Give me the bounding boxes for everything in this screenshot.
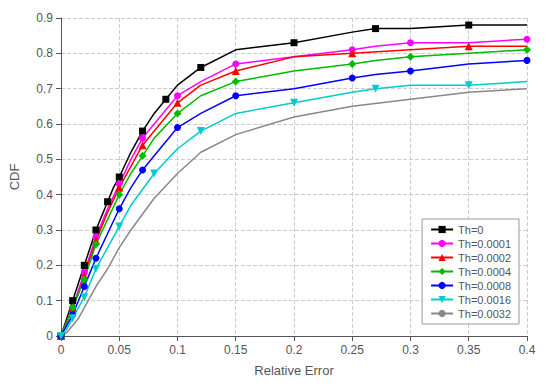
svg-text:Th=0.0016: Th=0.0016 <box>458 294 511 306</box>
svg-text:0.2: 0.2 <box>36 258 53 272</box>
svg-text:Th=0.0032: Th=0.0032 <box>458 308 511 320</box>
svg-text:0.5: 0.5 <box>36 152 53 166</box>
svg-text:0.6: 0.6 <box>36 117 53 131</box>
svg-text:0.15: 0.15 <box>224 343 248 357</box>
svg-text:0.3: 0.3 <box>402 343 419 357</box>
svg-text:0.4: 0.4 <box>519 343 536 357</box>
svg-text:0.2: 0.2 <box>286 343 303 357</box>
svg-text:0.1: 0.1 <box>36 294 53 308</box>
svg-text:0: 0 <box>58 343 65 357</box>
svg-text:0.8: 0.8 <box>36 46 53 60</box>
svg-text:0.9: 0.9 <box>36 11 53 25</box>
svg-text:0: 0 <box>46 329 53 343</box>
svg-text:Relative Error: Relative Error <box>254 363 334 378</box>
svg-text:Th=0.0008: Th=0.0008 <box>458 280 511 292</box>
svg-text:0.7: 0.7 <box>36 82 53 96</box>
svg-text:0.25: 0.25 <box>341 343 365 357</box>
svg-text:0.1: 0.1 <box>169 343 186 357</box>
svg-text:0.3: 0.3 <box>36 223 53 237</box>
svg-text:0.4: 0.4 <box>36 188 53 202</box>
svg-text:Th=0.0004: Th=0.0004 <box>458 266 511 278</box>
svg-text:0.05: 0.05 <box>108 343 132 357</box>
svg-text:CDF: CDF <box>7 164 22 191</box>
svg-text:Th=0: Th=0 <box>458 224 483 236</box>
svg-text:Th=0.0002: Th=0.0002 <box>458 252 511 264</box>
svg-text:0.35: 0.35 <box>457 343 481 357</box>
svg-text:Th=0.0001: Th=0.0001 <box>458 238 511 250</box>
